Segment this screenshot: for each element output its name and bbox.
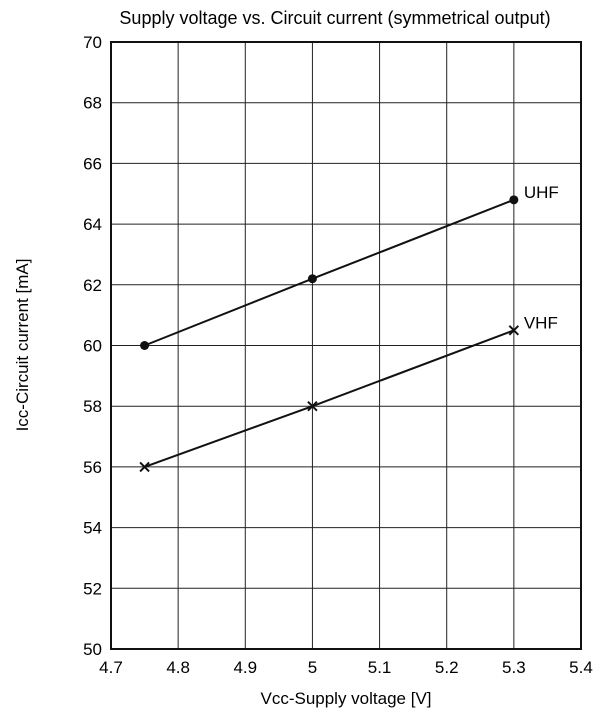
x-tick-label: 4.8 [166, 658, 190, 677]
data-point-vhf [139, 461, 150, 473]
x-tick-label: 5.4 [569, 658, 593, 677]
x-tick-label: 5 [308, 658, 317, 677]
data-point-uhf [140, 341, 150, 350]
series-label-vhf: VHF [524, 313, 558, 332]
y-axis-ticks: 50 52 54 56 58 60 62 64 66 68 70 [83, 33, 102, 659]
y-tick-label: 50 [83, 640, 102, 659]
series-label-uhf: UHF [524, 183, 559, 202]
y-tick-label: 70 [83, 33, 102, 52]
data-point-vhf [307, 400, 318, 412]
data-point-uhf [307, 274, 317, 284]
y-tick-label: 60 [83, 337, 102, 356]
y-tick-label: 54 [83, 519, 102, 538]
x-axis-ticks: 4.7 4.8 4.9 5 5.1 5.2 5.3 5.4 [99, 658, 593, 677]
series: UHF VHF [139, 183, 559, 473]
series-vhf: VHF [139, 313, 558, 473]
data-point-uhf [509, 195, 519, 205]
x-axis-label: Vcc-Supply voltage [V] [260, 689, 431, 708]
y-tick-label: 68 [83, 94, 102, 113]
series-line-uhf [144, 198, 515, 347]
y-tick-label: 58 [83, 397, 102, 416]
y-tick-label: 52 [83, 579, 102, 598]
x-tick-label: 5.2 [435, 658, 459, 677]
y-axis-label: Icc-Circuit current [mA] [13, 259, 32, 432]
x-tick-label: 4.9 [233, 658, 257, 677]
chart-title: Supply voltage vs. Circuit current (symm… [119, 8, 550, 28]
x-tick-label: 5.1 [368, 658, 392, 677]
y-tick-label: 62 [83, 276, 102, 295]
x-tick-label: 5.3 [502, 658, 526, 677]
x-tick-label: 4.7 [99, 658, 123, 677]
y-tick-label: 66 [83, 154, 102, 173]
y-tick-label: 64 [83, 215, 102, 234]
data-point-vhf [508, 325, 520, 336]
series-line-vhf [144, 329, 515, 468]
y-tick-label: 56 [83, 458, 102, 477]
plot-frame [110, 41, 582, 650]
series-uhf: UHF [140, 183, 559, 350]
grid [110, 41, 582, 650]
